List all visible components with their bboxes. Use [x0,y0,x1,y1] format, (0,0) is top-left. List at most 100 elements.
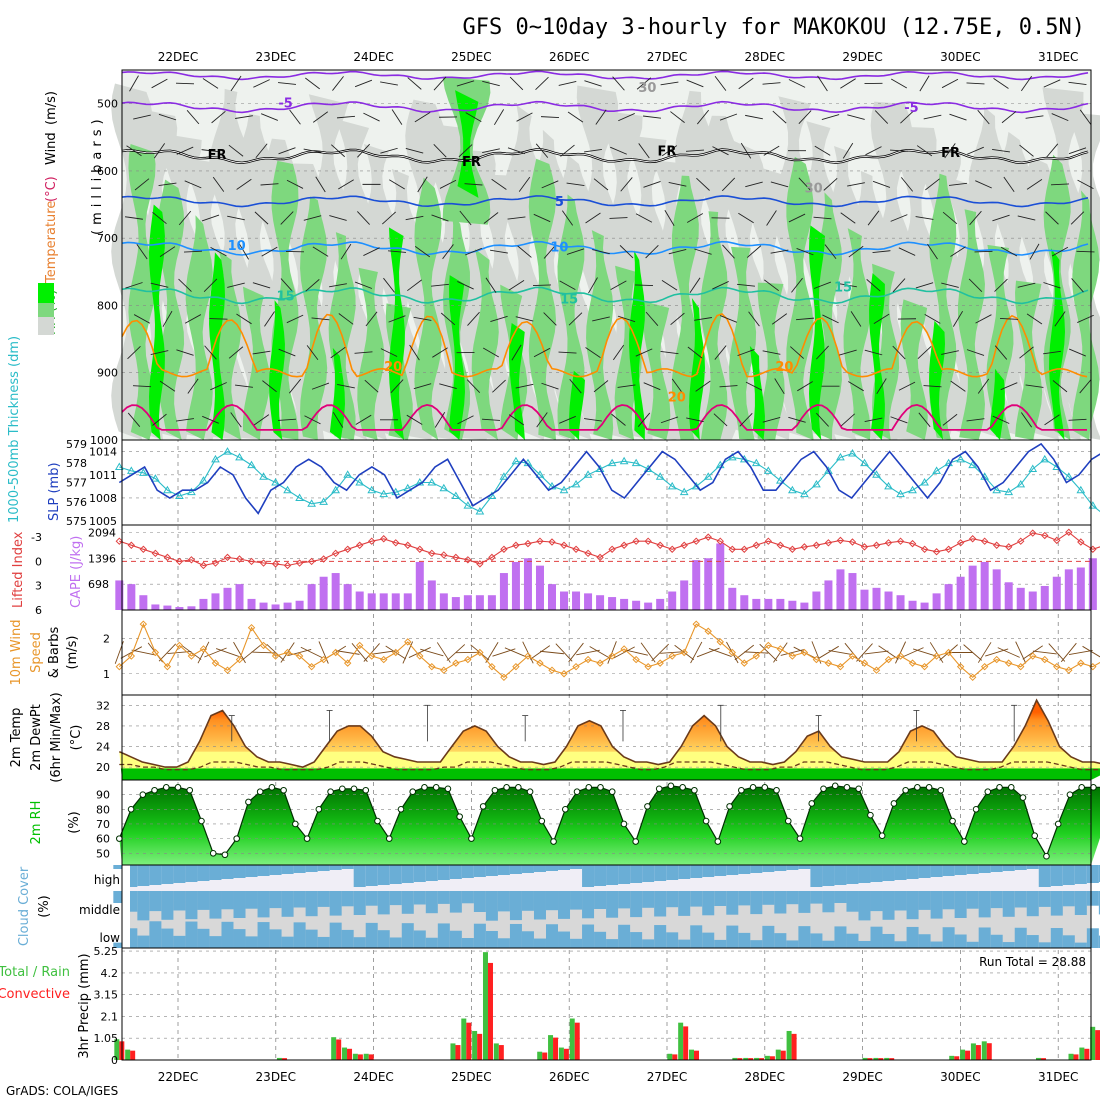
lifted-index-series-marker [271,560,280,568]
upper-wind-barb [329,215,347,221]
lifted-index-series-marker [644,537,652,545]
thickness-series-marker [908,485,917,494]
bottom-date-label: 27DEC [647,1070,687,1084]
upper-wind-barb [772,110,787,124]
wind-speed-series-marker [295,652,304,660]
precip-total-bar [482,952,488,1060]
upper-wind-barb [635,213,653,223]
lifted-index-series-marker [620,541,628,549]
cape-bar [499,573,508,610]
wind-speed-series-marker [932,652,941,660]
upper-wind-barb [966,82,985,85]
cloud-high-bar [570,865,583,869]
cape-bar [1016,587,1025,610]
thickness-series-marker [259,472,268,480]
rh-series-marker [421,784,428,791]
upper-wind-barb [304,415,321,425]
wind-barb [690,641,703,664]
upper-wind-barb [950,380,966,392]
lifted-index-series-marker [848,538,857,546]
upper-wind-barb [1026,313,1043,325]
upper-wind-barb [610,146,627,155]
thickness-series-marker [1004,487,1014,496]
thickness-tick-label: 575 [66,515,87,528]
thickness-series-marker [175,491,184,500]
cape-bar [836,569,845,610]
lifted-index-series-marker [404,541,412,549]
upper-wind-barb [363,112,380,122]
upper-wind-barb [900,177,914,192]
upper-wind-barb [535,143,549,158]
cloud-middle-bar [497,891,510,912]
cloud-high-bar [257,865,270,876]
rh-series-marker [303,835,311,842]
wind-speed-series-marker [704,627,712,635]
rh-shade-mid [729,246,757,440]
cloud-middle-bar [317,891,330,907]
lifted-index-series-marker [668,545,676,553]
cloud-middle-bar [185,891,198,920]
cloud-low-bar [233,929,246,948]
upper-wind-barb [900,110,914,124]
upper-wind-barb [737,283,755,287]
cape-bar [139,595,148,610]
wind-barb [492,648,516,657]
cloud-low-bar [582,924,595,948]
cloud-middle-bar [1074,891,1087,915]
cloud-high-bar [1086,865,1099,883]
cloud-middle-bar [1062,891,1075,907]
cape-bar [560,591,569,610]
cloud-high-bar [365,865,378,886]
thickness-series-marker [463,501,473,509]
upper-wind-barb [414,245,431,258]
wind-speed-series-marker [247,624,256,632]
cloud-low-bar [606,939,619,948]
upper-wind-barb [238,243,250,260]
cloud-high-bar [305,865,318,872]
pressure-tick-label: 500 [97,98,118,111]
cloud-low-bar [341,929,354,948]
lifted-index-series-marker [536,537,544,545]
lifted-index-series-marker [512,541,520,549]
precip-total-bar [873,1057,879,1060]
rh-series-marker [385,835,393,842]
temp-series [118,698,1100,768]
wind-speed-series-marker [800,648,809,657]
cloud-middle-bar [401,891,414,914]
rh-series-marker [867,811,874,819]
upper-wind-barb [738,212,754,224]
upper-wind-barb [918,412,931,428]
wind-speed-series-marker [1029,652,1037,660]
upper-wind-barb [762,82,781,85]
upper-wind-barb [764,279,779,292]
lifted-index-series-marker [764,537,773,545]
cloud-high-bar [113,865,126,869]
contour-label: FR [208,148,227,163]
upper-wind-barb [176,146,194,155]
temp-label-group: (°C) [69,725,84,751]
contour-label: FR [941,146,960,161]
lifted-index-series-marker [992,541,1001,549]
wind-barb [1015,641,1027,664]
cloud-low-bar [113,942,126,948]
cloud-middle-bar [846,891,859,912]
upper-wind-barb [390,379,404,394]
upper-wind-barb [668,182,687,187]
upper-wind-barb [941,350,959,355]
upper-wind-barb [671,378,684,394]
upper-wind-barb [329,283,347,288]
upper-wind-barb [745,381,763,391]
cloud-middle-bar [461,891,474,904]
cloud-middle-bar [161,891,174,920]
upper-wind-barb [719,113,738,121]
upper-wind-barb [210,382,227,391]
lifted-index-series-marker [343,545,352,553]
cloud-low-bar [305,929,318,948]
contour-label: -5 [904,101,918,116]
cape-bar [271,604,280,610]
cape-bar [728,587,737,610]
upper-wind-barb [433,76,447,91]
upper-wind-barb [127,412,141,428]
cloud-high-bar [642,865,655,882]
precip-total-bar [775,1049,781,1060]
